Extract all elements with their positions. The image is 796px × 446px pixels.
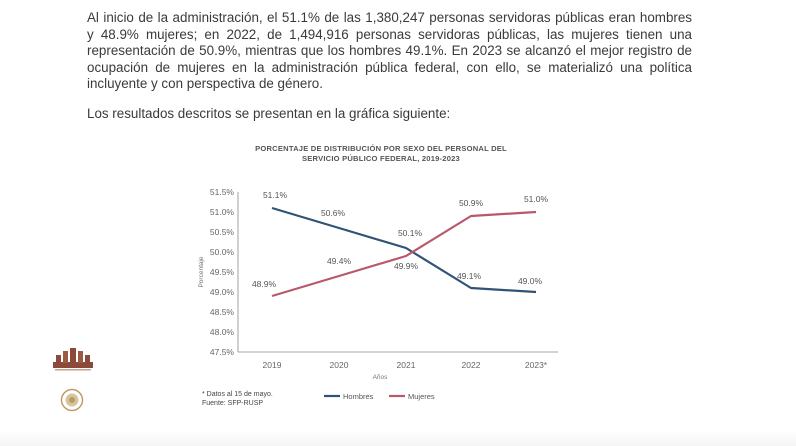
chart-legend: Hombres Mujeres — [324, 392, 435, 401]
data-label-hombres: 49.0% — [518, 276, 543, 286]
data-label-mujeres: 49.4% — [327, 256, 352, 266]
data-label-hombres: 50.1% — [398, 228, 423, 238]
y-tick-label: 48.0% — [210, 327, 235, 337]
x-axis-title: Años — [373, 374, 389, 381]
chart-note-source: Fuente: SFP-RUSP — [202, 400, 263, 407]
body-paragraph: Al inicio de la administración, el 51.1%… — [87, 10, 692, 92]
y-tick-label: 51.5% — [210, 187, 235, 197]
data-label-mujeres: 51.0% — [524, 194, 549, 204]
x-tick-label: 2023* — [525, 360, 548, 370]
institution-logo — [53, 348, 93, 371]
seal-icon — [60, 388, 84, 412]
x-tick-label: 2021 — [397, 360, 416, 370]
y-tick-label: 50.5% — [210, 227, 235, 237]
y-tick-label: 49.5% — [210, 267, 235, 277]
data-label-hombres: 49.1% — [457, 271, 482, 281]
y-tick-label: 48.5% — [210, 307, 235, 317]
chart-intro-text: Los resultados descritos se presentan en… — [87, 106, 451, 121]
chart-title-line-2: SERVICIO PÚBLICO FEDERAL, 2019-2023 — [302, 154, 460, 163]
legend-label-hombres: Hombres — [343, 392, 374, 401]
y-axis-title: Porcentaje — [198, 256, 205, 287]
legend-label-mujeres: Mujeres — [408, 392, 435, 401]
series-line-mujeres — [271, 210, 537, 298]
chart-note-date: * Datos al 15 de mayo. — [202, 391, 273, 398]
chart-title-line-1: PORCENTAJE DE DISTRIBUCIÓN POR SEXO DEL … — [255, 144, 507, 153]
data-label-hombres: 50.6% — [321, 208, 346, 218]
data-label-hombres: 51.1% — [263, 190, 288, 200]
x-tick-label: 2020 — [330, 360, 349, 370]
series-line-hombres — [271, 206, 537, 294]
data-label-mujeres: 48.9% — [252, 279, 277, 289]
data-label-mujeres: 50.9% — [459, 198, 484, 208]
page-bottom-edge — [0, 430, 796, 446]
y-tick-label: 49.0% — [210, 287, 235, 297]
x-tick-label: 2022 — [462, 360, 481, 370]
y-tick-label: 47.5% — [210, 347, 235, 357]
data-label-mujeres: 49.9% — [394, 261, 419, 271]
y-tick-label: 50.0% — [210, 247, 235, 257]
y-tick-label: 51.0% — [210, 207, 235, 217]
x-tick-label: 2019 — [263, 360, 282, 370]
